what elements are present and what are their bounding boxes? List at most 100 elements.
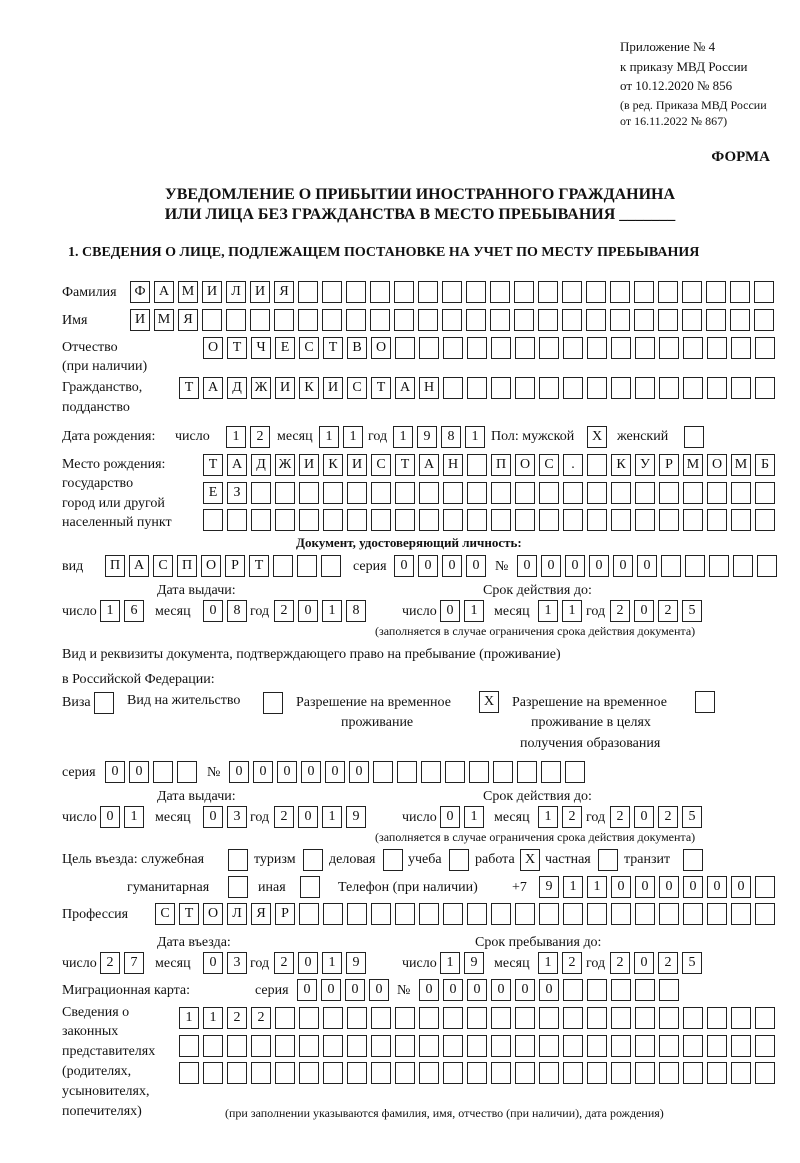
char-box[interactable]: 1: [322, 952, 342, 974]
char-box[interactable]: [419, 337, 439, 359]
char-box[interactable]: [153, 761, 173, 783]
char-box[interactable]: [395, 337, 415, 359]
char-box[interactable]: [493, 761, 513, 783]
char-box[interactable]: К: [299, 377, 319, 399]
char-box[interactable]: [419, 903, 439, 925]
char-box[interactable]: [707, 1035, 727, 1057]
char-box[interactable]: 1: [322, 806, 342, 828]
char-box[interactable]: [539, 903, 559, 925]
char-box[interactable]: 2: [610, 806, 630, 828]
char-box[interactable]: Т: [179, 903, 199, 925]
char-box[interactable]: [323, 1035, 343, 1057]
char-box[interactable]: 0: [611, 876, 631, 898]
char-box[interactable]: [275, 509, 295, 531]
char-box[interactable]: 0: [301, 761, 321, 783]
char-box[interactable]: 1: [124, 806, 144, 828]
char-box[interactable]: [587, 509, 607, 531]
char-box[interactable]: С: [371, 454, 391, 476]
char-box[interactable]: [539, 509, 559, 531]
char-box[interactable]: [587, 1007, 607, 1029]
char-box[interactable]: [541, 761, 561, 783]
char-box[interactable]: [659, 482, 679, 504]
char-box[interactable]: [298, 309, 318, 331]
char-box[interactable]: [227, 509, 247, 531]
char-box[interactable]: [659, 1062, 679, 1084]
char-box[interactable]: [587, 1062, 607, 1084]
char-box[interactable]: [731, 509, 751, 531]
char-box[interactable]: А: [154, 281, 174, 303]
char-box[interactable]: [514, 309, 534, 331]
char-box[interactable]: С: [299, 337, 319, 359]
char-box[interactable]: 1: [587, 876, 607, 898]
char-box[interactable]: [611, 1035, 631, 1057]
char-box[interactable]: Т: [179, 377, 199, 399]
char-box[interactable]: [587, 903, 607, 925]
char-box[interactable]: [562, 309, 582, 331]
char-box[interactable]: 0: [539, 979, 559, 1001]
char-box[interactable]: [515, 337, 535, 359]
char-box[interactable]: 2: [562, 952, 582, 974]
char-box[interactable]: [587, 979, 607, 1001]
char-box[interactable]: [347, 482, 367, 504]
char-box[interactable]: [587, 377, 607, 399]
char-box[interactable]: [467, 454, 487, 476]
char-box[interactable]: 2: [610, 600, 630, 622]
char-box[interactable]: [251, 509, 271, 531]
char-box[interactable]: [94, 692, 114, 714]
char-box[interactable]: [611, 979, 631, 1001]
char-box[interactable]: [659, 903, 679, 925]
char-box[interactable]: 0: [634, 600, 654, 622]
char-box[interactable]: В: [347, 337, 367, 359]
char-box[interactable]: [635, 337, 655, 359]
char-box[interactable]: [371, 903, 391, 925]
char-box[interactable]: [587, 454, 607, 476]
char-box[interactable]: [421, 761, 441, 783]
char-box[interactable]: [563, 903, 583, 925]
char-box[interactable]: Р: [659, 454, 679, 476]
char-box[interactable]: О: [707, 454, 727, 476]
char-box[interactable]: П: [491, 454, 511, 476]
reps-line-3[interactable]: [179, 1062, 779, 1084]
char-box[interactable]: Я: [251, 903, 271, 925]
char-box[interactable]: [419, 1062, 439, 1084]
char-box[interactable]: 0: [229, 761, 249, 783]
sex-female-checkbox[interactable]: [684, 426, 708, 448]
char-box[interactable]: [371, 482, 391, 504]
char-box[interactable]: С: [155, 903, 175, 925]
char-box[interactable]: Д: [251, 454, 271, 476]
char-box[interactable]: [611, 482, 631, 504]
char-box[interactable]: [563, 1062, 583, 1084]
char-box[interactable]: 0: [613, 555, 633, 577]
char-box[interactable]: [323, 1062, 343, 1084]
char-box[interactable]: [467, 482, 487, 504]
char-box[interactable]: [228, 876, 248, 898]
char-box[interactable]: [515, 903, 535, 925]
char-box[interactable]: [562, 281, 582, 303]
char-box[interactable]: [298, 281, 318, 303]
char-box[interactable]: 0: [637, 555, 657, 577]
char-box[interactable]: [634, 281, 654, 303]
char-box[interactable]: [467, 1007, 487, 1029]
char-box[interactable]: Т: [371, 377, 391, 399]
char-box[interactable]: Ф: [130, 281, 150, 303]
char-box[interactable]: [395, 509, 415, 531]
char-box[interactable]: [755, 1062, 775, 1084]
char-box[interactable]: 0: [105, 761, 125, 783]
char-box[interactable]: 0: [321, 979, 341, 1001]
char-box[interactable]: [611, 377, 631, 399]
char-box[interactable]: [730, 281, 750, 303]
char-box[interactable]: 1: [343, 426, 363, 448]
char-box[interactable]: [203, 1062, 223, 1084]
char-box[interactable]: М: [178, 281, 198, 303]
char-box[interactable]: 0: [565, 555, 585, 577]
char-box[interactable]: 0: [634, 806, 654, 828]
char-box[interactable]: Р: [275, 903, 295, 925]
char-box[interactable]: 9: [346, 952, 366, 974]
